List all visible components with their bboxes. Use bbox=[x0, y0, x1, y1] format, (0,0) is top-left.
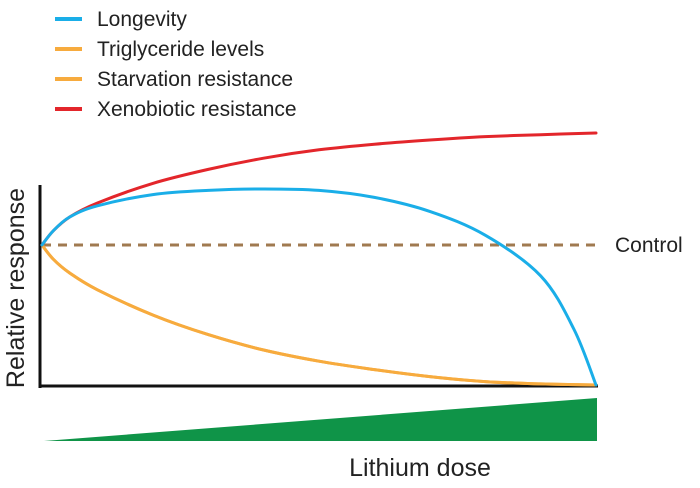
lithium-dose-wedge bbox=[44, 398, 597, 441]
y-axis-title: Relative response bbox=[2, 188, 30, 388]
legend-label: Triglyceride levels bbox=[97, 38, 264, 61]
legend-label: Longevity bbox=[97, 8, 187, 31]
legend: Longevity Triglyceride levels Starvation r… bbox=[55, 8, 297, 121]
legend-label: Xenobiotic resistance bbox=[97, 98, 297, 121]
legend-label: Starvation resistance bbox=[97, 68, 293, 91]
series-line-triglyceride-levels bbox=[40, 243, 598, 387]
control-label: Control bbox=[615, 234, 683, 257]
series-line-starvation-resistance bbox=[40, 243, 598, 387]
series-line-longevity bbox=[40, 187, 598, 387]
series-layer bbox=[40, 131, 598, 387]
x-axis-title: Lithium dose bbox=[349, 454, 491, 482]
